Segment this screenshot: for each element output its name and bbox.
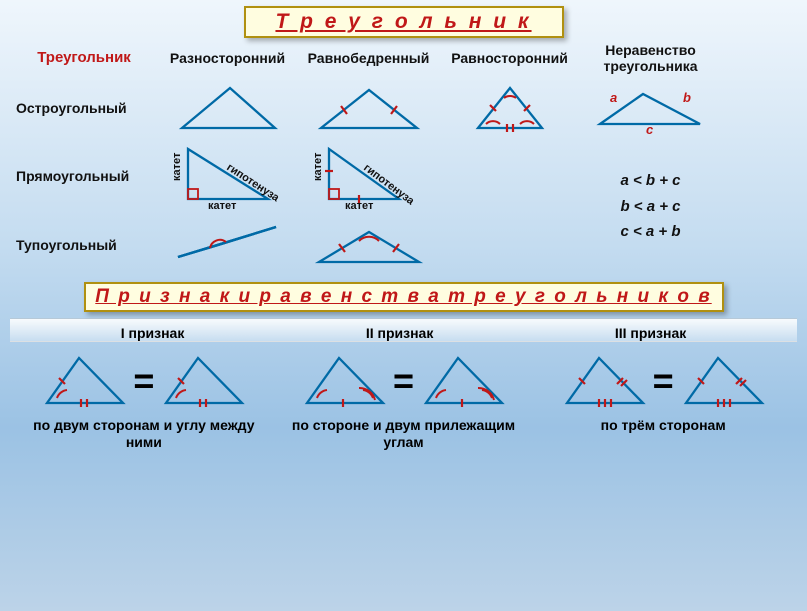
criterion-1-label: I признак xyxy=(121,325,185,341)
svg-text:катет: катет xyxy=(345,200,374,211)
col-head-4: Неравенство треугольника xyxy=(583,42,718,74)
equilateral-obtuse-empty xyxy=(442,217,577,272)
tri-isosceles-obtuse xyxy=(301,217,436,272)
crit2-tri-b xyxy=(418,348,508,413)
side-c-label: c xyxy=(646,122,654,135)
criterion-1: = по двум сторонам и углу между ними xyxy=(20,348,268,451)
crit1-tri-a xyxy=(39,348,129,413)
criterion-3-label: III признак xyxy=(615,325,686,341)
tri-scalene-acute xyxy=(160,80,295,135)
main-title: Т р е у г о л ь н и к xyxy=(244,6,564,38)
crit1-tri-b xyxy=(158,348,248,413)
eq-sign-3: = xyxy=(653,360,674,402)
side-b-label: b xyxy=(683,90,691,105)
row-head-acute: Остроугольный xyxy=(14,100,154,116)
formula-3: c < a + b xyxy=(620,219,680,245)
caption-1: по двум сторонам и углу между ними xyxy=(20,417,268,451)
tri-inequality: a b c xyxy=(583,80,718,135)
criterion-2: = по стороне и двум прилежащим углам xyxy=(280,348,528,451)
eq-sign-1: = xyxy=(133,360,154,402)
svg-text:катет: катет xyxy=(171,152,183,181)
col-head-3: Равносторонний xyxy=(442,50,577,66)
eq-sign-2: = xyxy=(393,360,414,402)
crit3-tri-b xyxy=(678,348,768,413)
criteria-diagrams: = по двум сторонам и углу между ними = xyxy=(0,342,807,451)
svg-text:катет: катет xyxy=(312,152,324,181)
formula-2: b < a + c xyxy=(620,194,680,220)
crit2-tri-a xyxy=(299,348,389,413)
row-head-obtuse: Тупоугольный xyxy=(14,237,154,253)
formula-1: a < b + c xyxy=(620,168,680,194)
caption-3: по трём сторонам xyxy=(539,417,787,434)
criterion-3: = по трём сторонам xyxy=(539,348,787,451)
side-a-label: a xyxy=(610,90,617,105)
classification-grid: Треугольник Разносторонний Равнобедренны… xyxy=(0,42,807,272)
row-head-right: Прямоугольный xyxy=(14,168,154,184)
criteria-title: П р и з н а к и р а в е н с т в а т р е … xyxy=(84,282,724,312)
caption-2: по стороне и двум прилежащим углам xyxy=(280,417,528,451)
tri-isosceles-right: катет катет гипотенуза xyxy=(301,141,436,211)
criteria-header: I признак II признак III признак xyxy=(10,318,797,342)
svg-text:катет: катет xyxy=(208,200,237,211)
crit3-tri-a xyxy=(559,348,649,413)
col-head-1: Разносторонний xyxy=(160,50,295,66)
col-head-2: Равнобедренный xyxy=(301,50,436,66)
inequality-formulae: a < b + c b < a + c c < a + b xyxy=(583,168,718,245)
equilateral-right-empty xyxy=(442,149,577,204)
col-head-0: Треугольник xyxy=(14,49,154,66)
tri-scalene-right: катет катет гипотенуза xyxy=(160,141,295,211)
tri-isosceles-acute xyxy=(301,80,436,135)
tri-scalene-obtuse xyxy=(160,217,295,272)
criterion-2-label: II признак xyxy=(366,325,434,341)
tri-equilateral-acute xyxy=(442,80,577,135)
